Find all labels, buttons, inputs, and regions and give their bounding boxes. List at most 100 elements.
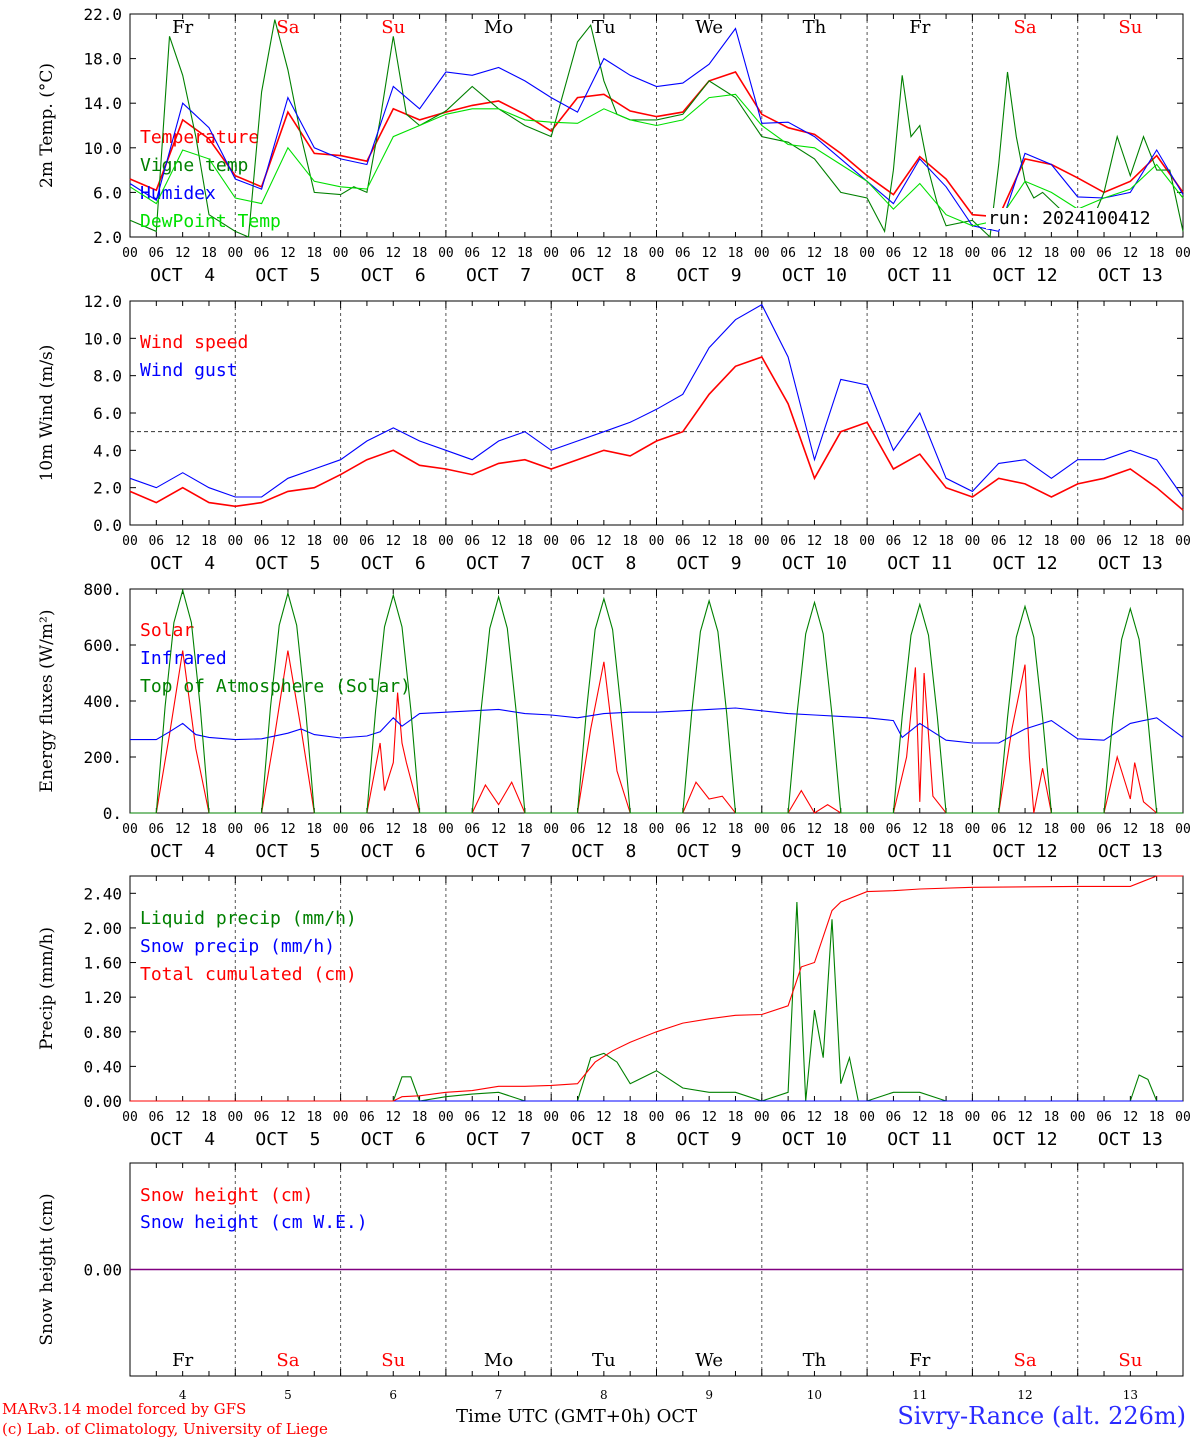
hour-tick-label: 06 — [675, 1110, 691, 1125]
legend-entry: Snow precip (mm/h) — [140, 936, 335, 957]
y-tick-label: 4.0 — [93, 441, 122, 460]
date-label: OCT 4 — [150, 553, 215, 574]
hour-tick-label: 06 — [991, 1110, 1007, 1125]
hour-tick-label: 18 — [622, 1110, 638, 1125]
date-label: OCT 11 — [887, 1129, 952, 1150]
hour-tick-label: 18 — [938, 246, 954, 261]
weekday-label: Fr — [909, 17, 930, 38]
hour-tick-label: 06 — [780, 534, 796, 549]
hour-tick-label: 06 — [359, 534, 375, 549]
legend-entry: Liquid precip (mm/h) — [140, 908, 357, 929]
hour-tick-label: 00 — [859, 822, 875, 837]
date-label: OCT 8 — [571, 1129, 636, 1150]
hour-tick-label: 06 — [464, 246, 480, 261]
hour-tick-label: 06 — [991, 246, 1007, 261]
hour-tick-label: 00 — [333, 1110, 349, 1125]
y-tick-label: 0. — [103, 804, 122, 823]
hour-tick-label: 12 — [807, 534, 823, 549]
hour-tick-label: 00 — [649, 822, 665, 837]
hour-tick-label: 18 — [412, 822, 428, 837]
hour-tick-label: 18 — [306, 1110, 322, 1125]
date-label: OCT 13 — [1098, 1129, 1163, 1150]
date-label: OCT 11 — [887, 841, 952, 862]
day-number: 7 — [495, 1388, 503, 1402]
hour-tick-label: 00 — [122, 534, 138, 549]
hour-tick-label: 00 — [649, 1110, 665, 1125]
hour-tick-label: 12 — [385, 822, 401, 837]
hour-tick-label: 06 — [570, 1110, 586, 1125]
weekday-label: Sa — [276, 1350, 299, 1371]
hour-tick-label: 00 — [649, 534, 665, 549]
y-tick-label: 1.60 — [83, 954, 122, 973]
legend-entry: Infrared — [140, 648, 227, 669]
y-tick-label: 0.40 — [83, 1057, 122, 1076]
hour-tick-label: 12 — [912, 246, 928, 261]
hour-tick-label: 06 — [464, 534, 480, 549]
hour-tick-label: 06 — [570, 246, 586, 261]
day-number: 4 — [179, 1388, 187, 1402]
hour-tick-label: 06 — [148, 246, 164, 261]
y-tick-label: 18.0 — [83, 50, 122, 69]
weekday-label: Su — [381, 1350, 405, 1371]
day-number: 8 — [600, 1388, 608, 1402]
series-line — [129, 303, 1184, 498]
hour-tick-label: 00 — [754, 246, 770, 261]
hour-tick-label: 00 — [543, 534, 559, 549]
hour-tick-label: 18 — [833, 822, 849, 837]
y-tick-label: 2.40 — [83, 884, 122, 903]
hour-tick-label: 00 — [649, 246, 665, 261]
hour-tick-label: 00 — [543, 822, 559, 837]
hour-tick-label: 00 — [438, 1110, 454, 1125]
hour-tick-label: 18 — [728, 534, 744, 549]
hour-tick-label: 06 — [254, 1110, 270, 1125]
hour-tick-label: 12 — [385, 534, 401, 549]
date-label: OCT 10 — [782, 841, 847, 862]
date-label: OCT 13 — [1098, 553, 1163, 574]
date-label: OCT 11 — [887, 553, 952, 574]
series-line — [129, 19, 1184, 239]
legend-entry: Top of Atmosphere (Solar) — [140, 676, 411, 697]
hour-tick-label: 12 — [701, 246, 717, 261]
hour-tick-label: 00 — [1175, 534, 1191, 549]
run-label: run: 2024100412 — [986, 208, 1153, 229]
hour-tick-label: 12 — [1017, 534, 1033, 549]
hour-tick-label: 18 — [938, 534, 954, 549]
hour-tick-label: 00 — [227, 534, 243, 549]
hour-tick-label: 06 — [886, 1110, 902, 1125]
hour-tick-label: 18 — [201, 534, 217, 549]
time-axis-label: Time UTC (GMT+0h) OCT — [456, 1406, 698, 1427]
hour-tick-label: 06 — [148, 534, 164, 549]
hour-tick-label: 12 — [1123, 1110, 1139, 1125]
hour-tick-label: 00 — [754, 534, 770, 549]
weekday-label: Fr — [172, 1350, 193, 1371]
hour-tick-label: 18 — [833, 534, 849, 549]
hour-tick-label: 00 — [754, 1110, 770, 1125]
hour-tick-label: 12 — [807, 822, 823, 837]
weekday-label: Su — [381, 17, 405, 38]
y-tick-label: 2.0 — [93, 228, 122, 247]
series-line — [129, 356, 1184, 511]
y-tick-label: 0.00 — [83, 1092, 122, 1111]
hour-tick-label: 00 — [965, 1110, 981, 1125]
hour-tick-label: 18 — [622, 822, 638, 837]
plot-frame — [129, 588, 1184, 814]
hour-tick-label: 06 — [886, 534, 902, 549]
model-credit: MARv3.14 model forced by GFS — [2, 1400, 247, 1418]
date-label: OCT 8 — [571, 841, 636, 862]
hour-tick-label: 00 — [965, 246, 981, 261]
hour-tick-label: 12 — [1017, 1110, 1033, 1125]
hour-tick-label: 18 — [517, 534, 533, 549]
hour-tick-label: 00 — [1070, 822, 1086, 837]
y-tick-label: 8.0 — [93, 367, 122, 386]
hour-tick-label: 18 — [1149, 246, 1165, 261]
hour-tick-label: 06 — [886, 822, 902, 837]
hour-tick-label: 12 — [807, 1110, 823, 1125]
date-label: OCT 5 — [255, 841, 320, 862]
hour-tick-label: 00 — [227, 822, 243, 837]
hour-tick-label: 18 — [622, 246, 638, 261]
hour-tick-label: 00 — [122, 1110, 138, 1125]
hour-tick-label: 18 — [517, 246, 533, 261]
date-label: OCT 7 — [466, 841, 531, 862]
hour-tick-label: 12 — [1123, 822, 1139, 837]
